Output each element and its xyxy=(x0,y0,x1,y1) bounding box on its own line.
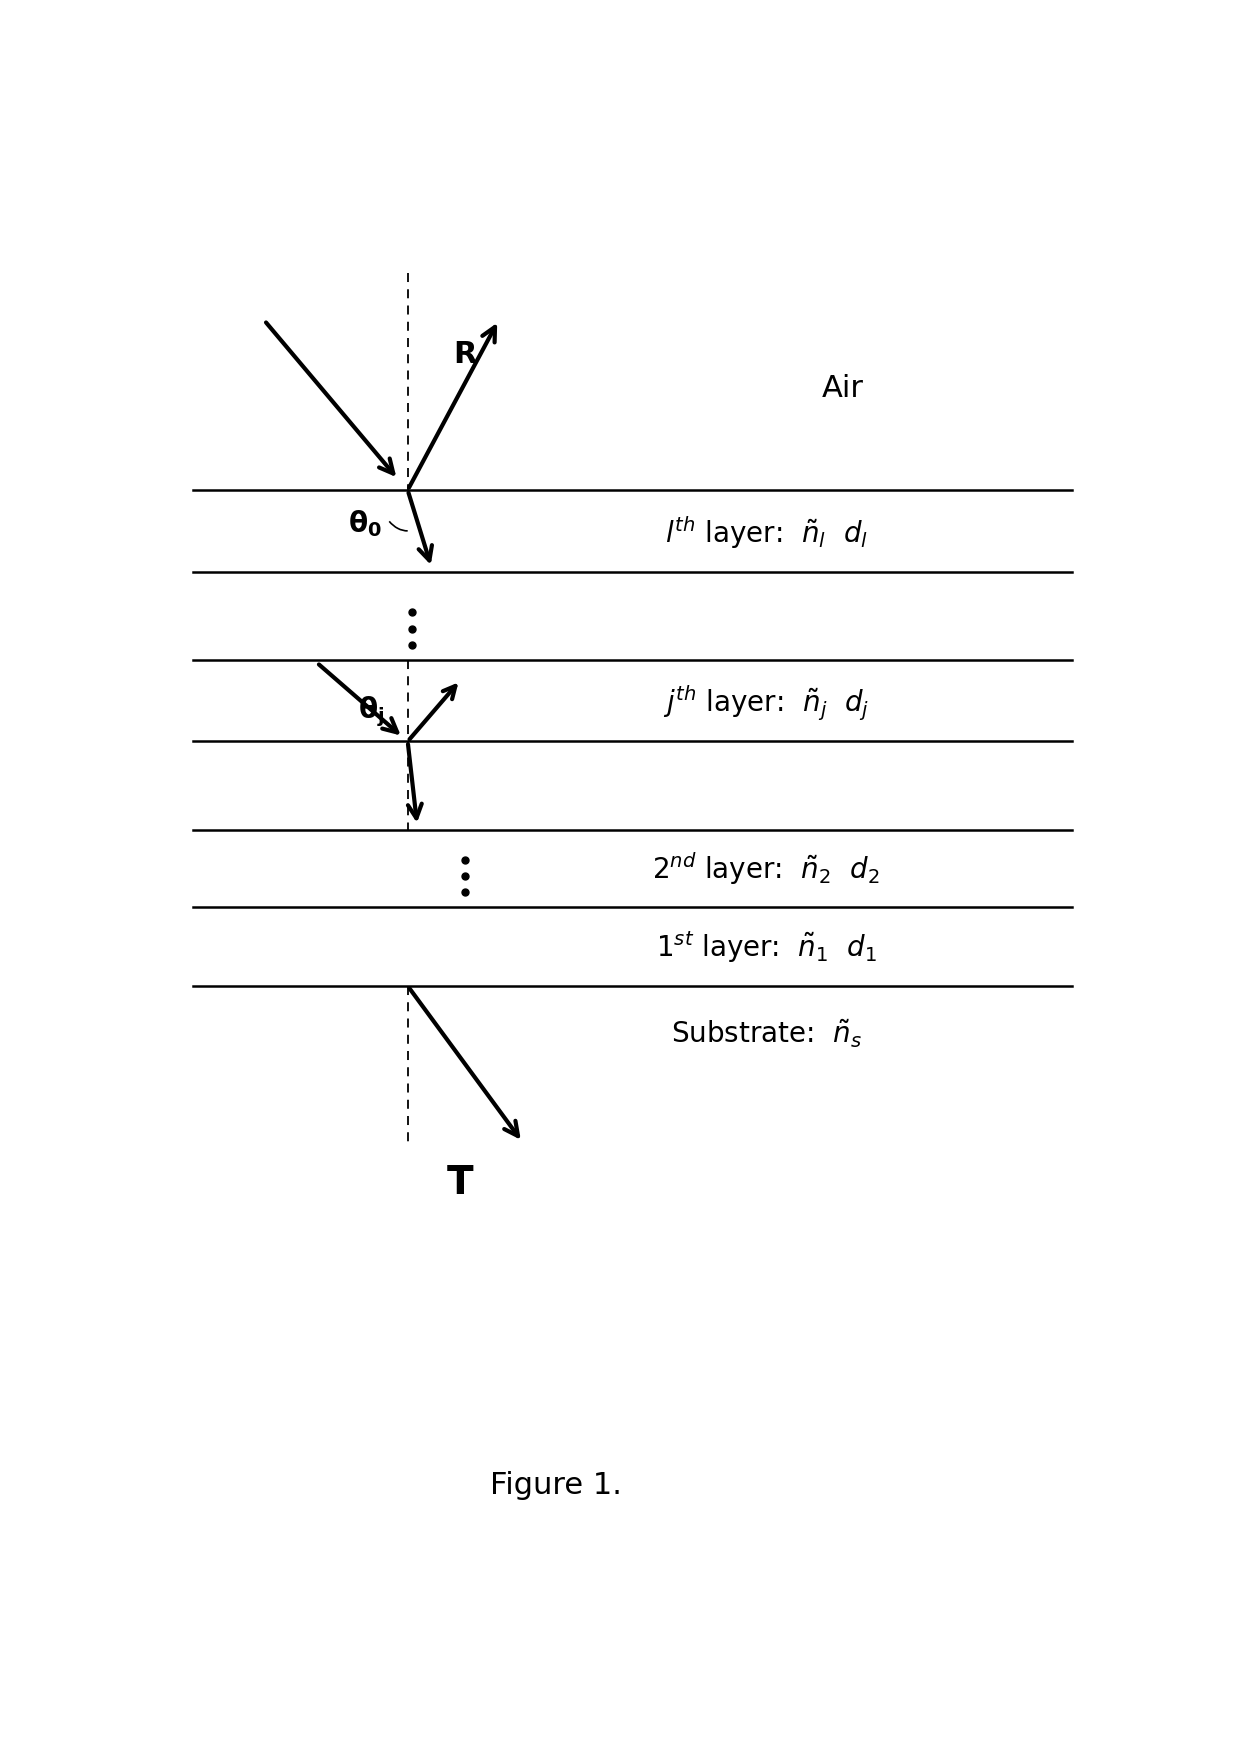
Text: R: R xyxy=(453,340,476,369)
Text: $j^{th}$ layer:  $\tilde{n}_j\ \ d_j$: $j^{th}$ layer: $\tilde{n}_j\ \ d_j$ xyxy=(663,684,870,723)
Text: $\mathbf{\theta_j}$: $\mathbf{\theta_j}$ xyxy=(358,695,385,729)
Text: $\mathbf{\theta_0}$: $\mathbf{\theta_0}$ xyxy=(348,508,381,540)
Text: $2^{nd}$ layer:  $\tilde{n}_2\ \ d_2$: $2^{nd}$ layer: $\tilde{n}_2\ \ d_2$ xyxy=(653,850,880,887)
Text: $1^{st}$ layer:  $\tilde{n}_1\ \ d_1$: $1^{st}$ layer: $\tilde{n}_1\ \ d_1$ xyxy=(655,930,877,965)
Text: Air: Air xyxy=(822,374,864,402)
Text: Substrate:  $\tilde{n}_s$: Substrate: $\tilde{n}_s$ xyxy=(671,1018,861,1050)
Text: $l^{th}$ layer:  $\tilde{n}_l\ \ d_l$: $l^{th}$ layer: $\tilde{n}_l\ \ d_l$ xyxy=(665,513,868,550)
Text: T: T xyxy=(447,1164,474,1201)
Text: Figure 1.: Figure 1. xyxy=(490,1471,622,1499)
